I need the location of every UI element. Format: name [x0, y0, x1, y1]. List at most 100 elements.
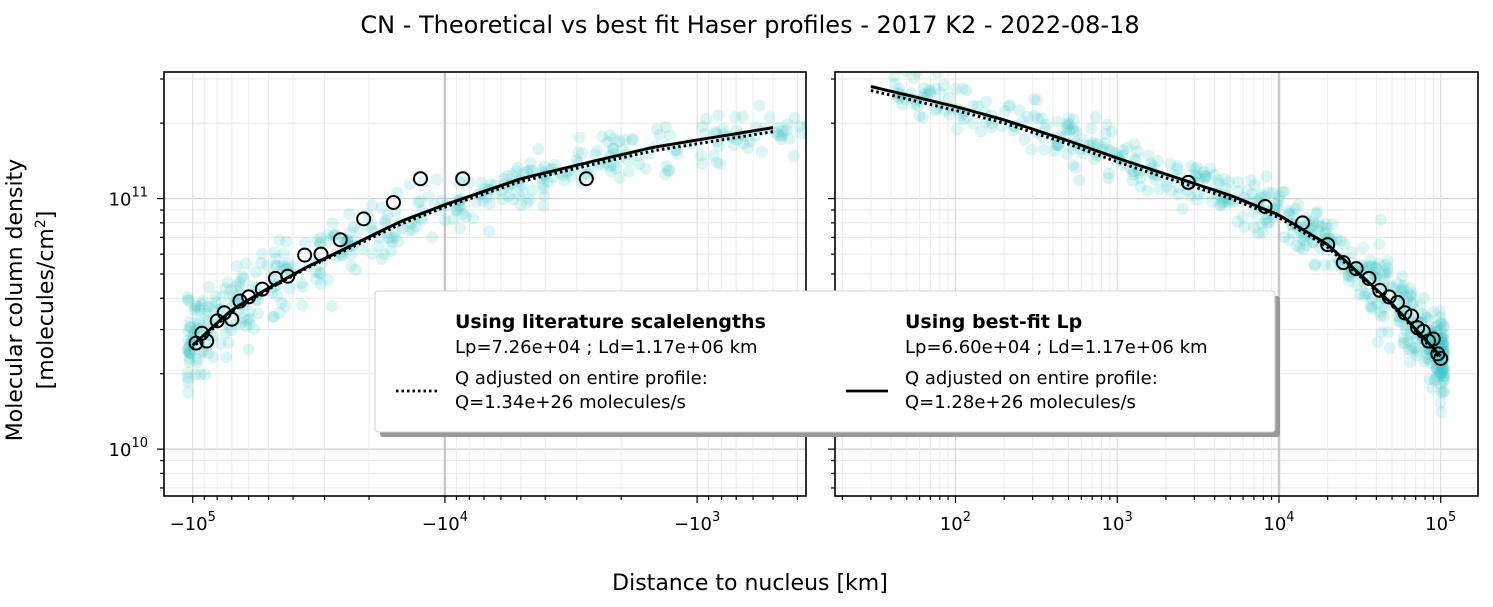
data-point	[296, 281, 309, 294]
data-point	[279, 300, 292, 313]
data-point	[951, 123, 964, 136]
data-point	[1406, 341, 1419, 354]
data-point	[1342, 274, 1355, 287]
data-point	[1004, 99, 1017, 112]
data-point	[1127, 168, 1140, 181]
data-point	[1364, 254, 1377, 267]
data-point	[1060, 120, 1073, 133]
data-point	[536, 178, 549, 191]
data-point	[1383, 342, 1396, 355]
data-point	[1404, 328, 1417, 341]
data-point	[1437, 370, 1450, 383]
data-point	[1261, 217, 1274, 230]
data-point	[576, 147, 589, 160]
data-point	[516, 185, 529, 198]
data-point	[1073, 174, 1086, 187]
data-point	[607, 132, 620, 145]
data-point	[579, 167, 592, 180]
data-point	[1326, 218, 1339, 231]
data-point	[662, 164, 675, 177]
data-point	[343, 207, 356, 220]
data-point	[1398, 337, 1411, 350]
data-point	[1287, 208, 1300, 221]
data-point	[323, 234, 336, 247]
data-point	[1283, 234, 1296, 247]
data-point	[1260, 170, 1273, 183]
data-point	[345, 248, 358, 261]
data-point	[189, 299, 202, 312]
data-point	[1171, 159, 1184, 172]
data-point	[1066, 159, 1079, 172]
data-point	[729, 111, 742, 124]
data-point	[1319, 227, 1332, 240]
data-point	[565, 170, 578, 183]
data-point	[209, 296, 222, 309]
binned-point	[412, 171, 428, 187]
data-point	[604, 165, 617, 178]
data-point	[414, 195, 427, 208]
data-point	[1437, 386, 1450, 399]
binned-point	[1389, 294, 1405, 310]
data-point	[1405, 297, 1418, 310]
data-point	[1374, 213, 1387, 226]
data-point	[1371, 335, 1384, 348]
binned-point	[224, 311, 240, 327]
binned-point	[1404, 308, 1420, 324]
data-point	[1062, 112, 1075, 125]
data-point	[183, 352, 196, 365]
data-point	[1236, 211, 1249, 224]
legend-col2-entry-line2: Q=1.28e+26 molecules/s	[905, 392, 1136, 413]
data-point	[1292, 198, 1305, 211]
data-point	[1134, 180, 1147, 193]
data-point	[710, 156, 723, 169]
data-point	[949, 83, 962, 96]
data-point	[189, 368, 202, 381]
data-point	[744, 135, 757, 148]
data-point	[1365, 302, 1378, 315]
data-point	[1271, 201, 1284, 214]
data-point	[481, 190, 494, 203]
data-point	[217, 290, 230, 303]
data-point	[1021, 110, 1034, 123]
data-point	[771, 121, 784, 134]
data-point	[1190, 194, 1203, 207]
data-point	[243, 318, 256, 331]
data-point	[696, 120, 709, 133]
data-point	[182, 325, 195, 338]
data-point	[459, 210, 472, 223]
data-point	[794, 127, 806, 140]
data-point	[523, 164, 536, 177]
data-point	[1395, 289, 1408, 302]
data-point	[1405, 289, 1418, 302]
data-point	[776, 124, 789, 137]
data-point	[221, 276, 234, 289]
data-point	[261, 259, 274, 272]
data-point	[1353, 288, 1366, 301]
data-point	[753, 99, 766, 112]
data-point	[1435, 316, 1448, 329]
data-point	[929, 104, 942, 117]
data-point	[712, 140, 725, 153]
data-point	[1414, 299, 1427, 312]
left-panel-binned-points	[188, 171, 594, 351]
data-point	[280, 235, 293, 248]
data-point	[182, 294, 195, 307]
data-point	[475, 176, 488, 189]
data-point	[483, 197, 496, 210]
data-point	[1216, 196, 1229, 209]
data-point	[1434, 317, 1447, 330]
data-point	[1032, 112, 1045, 125]
data-point	[1426, 382, 1439, 395]
data-point	[233, 281, 246, 294]
data-point	[1366, 260, 1379, 273]
x-tick-label: −103	[674, 510, 720, 535]
data-point	[511, 161, 524, 174]
data-point	[1037, 143, 1050, 156]
data-point	[893, 92, 906, 105]
data-point	[1430, 370, 1443, 383]
data-point	[607, 142, 620, 155]
data-point	[1273, 190, 1286, 203]
data-point	[1060, 123, 1073, 136]
data-point	[763, 111, 776, 124]
data-point	[1066, 142, 1079, 155]
